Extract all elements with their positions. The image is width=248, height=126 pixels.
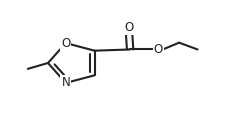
Text: O: O bbox=[61, 37, 70, 50]
Text: O: O bbox=[124, 21, 133, 34]
Text: O: O bbox=[154, 43, 163, 56]
Text: N: N bbox=[62, 76, 70, 89]
